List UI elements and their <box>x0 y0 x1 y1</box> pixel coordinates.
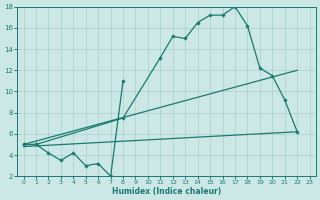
X-axis label: Humidex (Indice chaleur): Humidex (Indice chaleur) <box>112 187 221 196</box>
